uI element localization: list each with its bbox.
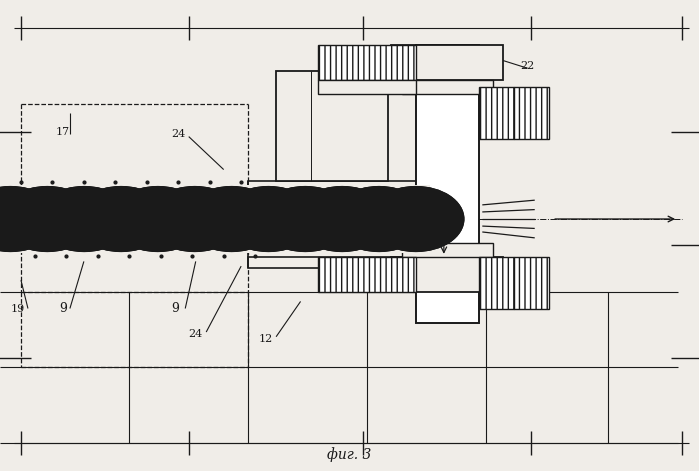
Text: 9: 9 — [59, 302, 67, 315]
Circle shape — [0, 187, 58, 251]
Text: 19: 19 — [10, 303, 24, 314]
Circle shape — [184, 187, 279, 251]
Bar — [276, 71, 388, 181]
Circle shape — [110, 187, 206, 251]
Bar — [391, 45, 503, 80]
Circle shape — [368, 187, 463, 251]
Text: 24: 24 — [189, 329, 203, 340]
Bar — [318, 45, 416, 80]
Text: D: D — [441, 237, 449, 248]
Bar — [391, 257, 503, 292]
Circle shape — [73, 187, 168, 251]
Bar — [402, 243, 493, 257]
Text: 9: 9 — [171, 302, 179, 315]
Circle shape — [258, 187, 353, 251]
Bar — [514, 87, 549, 139]
Bar — [479, 87, 514, 139]
Circle shape — [331, 187, 426, 251]
Circle shape — [221, 187, 316, 251]
Bar — [248, 181, 416, 193]
Bar — [248, 257, 416, 268]
Text: 24: 24 — [171, 129, 185, 139]
Bar — [0, 186, 430, 252]
Bar — [402, 80, 493, 94]
Text: 23: 23 — [322, 84, 336, 95]
Bar — [514, 257, 549, 309]
Bar — [318, 257, 416, 292]
Bar — [479, 257, 514, 309]
Text: 13: 13 — [440, 156, 455, 169]
Bar — [318, 80, 416, 94]
Text: 12: 12 — [259, 334, 273, 344]
Circle shape — [295, 187, 390, 251]
Bar — [416, 45, 479, 323]
Text: фиг. 3: фиг. 3 — [327, 447, 372, 462]
Text: 22: 22 — [521, 61, 535, 71]
Circle shape — [0, 187, 95, 251]
Text: 17: 17 — [56, 127, 70, 137]
Circle shape — [147, 187, 243, 251]
Text: C: C — [342, 200, 350, 210]
Circle shape — [36, 187, 131, 251]
